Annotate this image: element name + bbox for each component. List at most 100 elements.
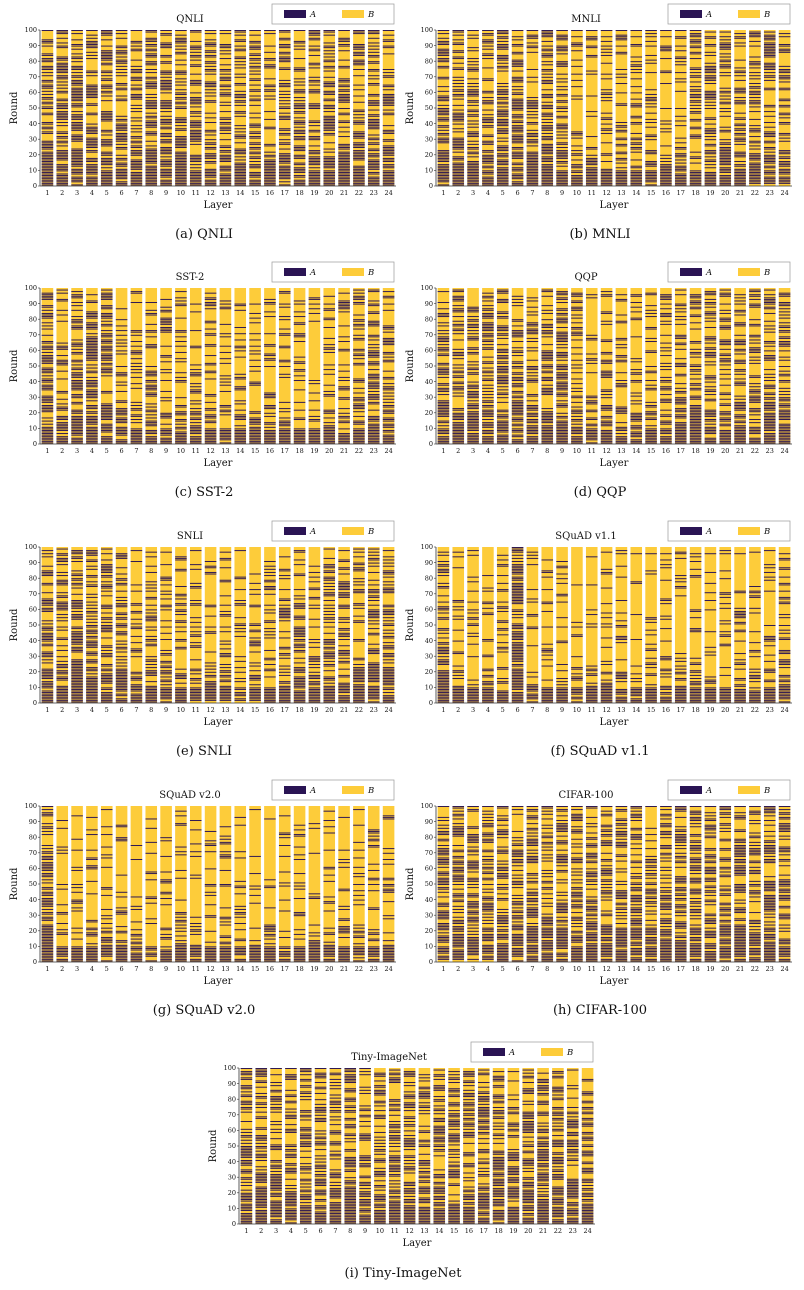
sst-2-layer-4-round-38-a — [86, 384, 98, 386]
sst-2-layer-7-round-63-a — [130, 345, 143, 347]
qqp-layer-2-round-59-a — [452, 351, 465, 353]
qqp-layer-5-round-6-a — [496, 434, 509, 436]
mnli-layer-14-round-9-a — [630, 171, 643, 173]
mnli-layer-3-round-75-a — [467, 69, 479, 70]
mnli-layer-6-round-33-a — [511, 134, 524, 136]
sst-2-layer-15-round-90-a — [249, 303, 261, 305]
qnli-x-tick-12: 12 — [206, 189, 214, 197]
mnli-layer-3-round-52-a — [467, 104, 479, 106]
qqp-layer-1-round-36-a — [437, 387, 450, 389]
mnli-layer-5-round-20-a — [496, 154, 509, 156]
qqp-layer-20-round-25-a — [719, 405, 732, 406]
qqp-layer-17-round-44-a — [674, 375, 687, 377]
sst-2-layer-1-round-86-a — [41, 309, 54, 311]
sst-2-layer-5-round-24-a — [100, 406, 113, 408]
mnli-layer-18-round-98-a — [689, 33, 702, 35]
qnli-layer-22-round-84-a — [353, 54, 365, 56]
mnli-layer-19-round-91-a — [704, 44, 717, 46]
qqp-layer-4-round-82-a — [482, 316, 494, 318]
qnli-layer-8-round-26-a — [145, 145, 158, 147]
qnli-layer-15-round-81-a — [249, 59, 261, 61]
sst-2-layer-12-round-46-a — [204, 372, 217, 374]
qnli-layer-13-round-12-a — [219, 167, 232, 169]
qnli-layer-6-round-38-a — [115, 126, 128, 128]
sst-2-layer-8-round-15-a — [145, 420, 158, 422]
mnli-layer-23-round-3-a — [763, 181, 776, 183]
qnli-layer-3-round-77-a — [71, 65, 83, 67]
sst-2-layer-1-round-29-a — [41, 398, 54, 400]
sst-2-layer-2-round-99-a — [56, 289, 69, 291]
sst-2-layer-13-round-6-a — [219, 434, 232, 436]
sst-2-layer-1-round-65-a — [41, 342, 54, 344]
qnli-layer-24-round-85-a — [382, 53, 395, 55]
mnli-layer-17-round-95-a — [674, 37, 687, 39]
qqp-layer-10-round-34-a — [571, 390, 583, 392]
qnli-layer-20-round-99-a — [323, 31, 336, 33]
qqp-layer-15-round-75-a — [645, 327, 657, 328]
mnli-layer-12-round-43-a — [600, 118, 613, 120]
qqp-layer-3-round-12-a — [467, 425, 479, 427]
qqp-layer-14-round-69-a — [630, 336, 643, 338]
sst-2-layer-11-round-4-a — [189, 437, 202, 439]
qnli-layer-21-round-20-a — [338, 154, 350, 156]
sst-2-x-tick-22: 22 — [355, 447, 363, 455]
sst-2-layer-20-round-1-a — [323, 442, 336, 444]
qqp-layer-13-round-54-a — [615, 359, 628, 361]
mnli-layer-16-round-4-a — [660, 179, 672, 181]
mnli-layer-11-round-96-a — [585, 36, 598, 38]
mnli-layer-19-round-35-a — [704, 131, 717, 133]
qnli-layer-21-round-16-a — [338, 161, 350, 163]
sst-2-y-tick-70: 70 — [29, 331, 37, 339]
qnli-layer-5-round-47-a — [100, 112, 113, 114]
sst-2-layer-3-round-61-a — [71, 348, 83, 350]
qqp-layer-18-round-30-a — [689, 397, 702, 399]
qqp-layer-2-round-74-a — [452, 328, 465, 330]
mnli-layer-8-round-80-a — [541, 61, 554, 63]
sst-2-layer-5-round-20-a — [100, 412, 113, 414]
chart-panel-qqp: 0 10 20 30 40 50 60 70 80 90 100 1 2 3 4 5 6 7 8 9 10 11 12 13 1… — [402, 258, 798, 480]
mnli-layer-5-round-88-a — [496, 48, 509, 50]
mnli-layer-8-round-93-a — [541, 40, 554, 42]
qnli-layer-13-b-area — [219, 30, 232, 186]
qnli-layer-21-round-19-a — [338, 156, 350, 158]
mnli-layer-8-round-37-a — [541, 128, 554, 130]
sst-2-layer-24-round-59-a — [382, 351, 395, 353]
sst-2-layer-18-round-69-a — [293, 336, 306, 338]
mnli-layer-16-round-42-a — [660, 120, 672, 122]
qqp-layer-10-round-39-a — [571, 383, 583, 385]
qqp-layer-9-round-75-a — [556, 327, 568, 328]
qqp-layer-3-round-58-a — [467, 353, 479, 355]
qnli-layer-20-round-14-a — [323, 164, 336, 166]
sst-2-layer-15-round-2-a — [249, 440, 261, 442]
mnli-layer-2-round-4-a — [452, 179, 465, 181]
qqp-layer-20-round-15-a — [719, 420, 732, 422]
qnli-layer-24-round-7-a — [382, 175, 395, 177]
mnli-layer-20-round-91-a — [719, 44, 732, 46]
qnli-layer-4-round-52-a — [86, 104, 98, 106]
mnli-layer-12-round-16-a — [600, 161, 613, 163]
qqp-layer-2-round-2-a — [452, 440, 465, 442]
sst-2-legend-swatch-b — [342, 268, 364, 276]
qnli-layer-21-round-57-a — [338, 97, 350, 99]
mnli-layer-4-round-44-a — [482, 117, 494, 119]
qnli-layer-4-round-91-a — [86, 44, 98, 46]
qnli-layer-18-round-25-a — [293, 147, 306, 148]
sst-2-layer-10-round-10-a — [175, 428, 187, 430]
qqp-layer-15-round-4-a — [645, 437, 657, 439]
qqp-layer-19-round-61-a — [704, 348, 717, 350]
mnli-layer-17-round-87-a — [674, 50, 687, 52]
qnli-layer-18-round-19-a — [293, 156, 306, 158]
qqp-layer-16-round-40-a — [660, 381, 672, 383]
mnli-legend-swatch-b — [738, 10, 760, 18]
qqp-layer-5-round-5-a — [496, 436, 509, 438]
qqp-layer-3-round-51-a — [467, 364, 479, 366]
sst-2-x-tick-4: 4 — [90, 447, 94, 455]
mnli-layer-24-round-6-a — [778, 176, 791, 178]
qqp-layer-7-round-78-a — [526, 322, 539, 324]
sst-2-layer-3-round-51-a — [71, 364, 83, 366]
mnli-layer-16-round-66-a — [660, 83, 672, 85]
mnli-layer-12-round-86-a — [600, 51, 613, 53]
qqp-layer-10-round-78-a — [571, 322, 583, 324]
qnli-layer-18-round-15-a — [293, 162, 306, 164]
sst-2-layer-20-b-area — [323, 288, 336, 444]
